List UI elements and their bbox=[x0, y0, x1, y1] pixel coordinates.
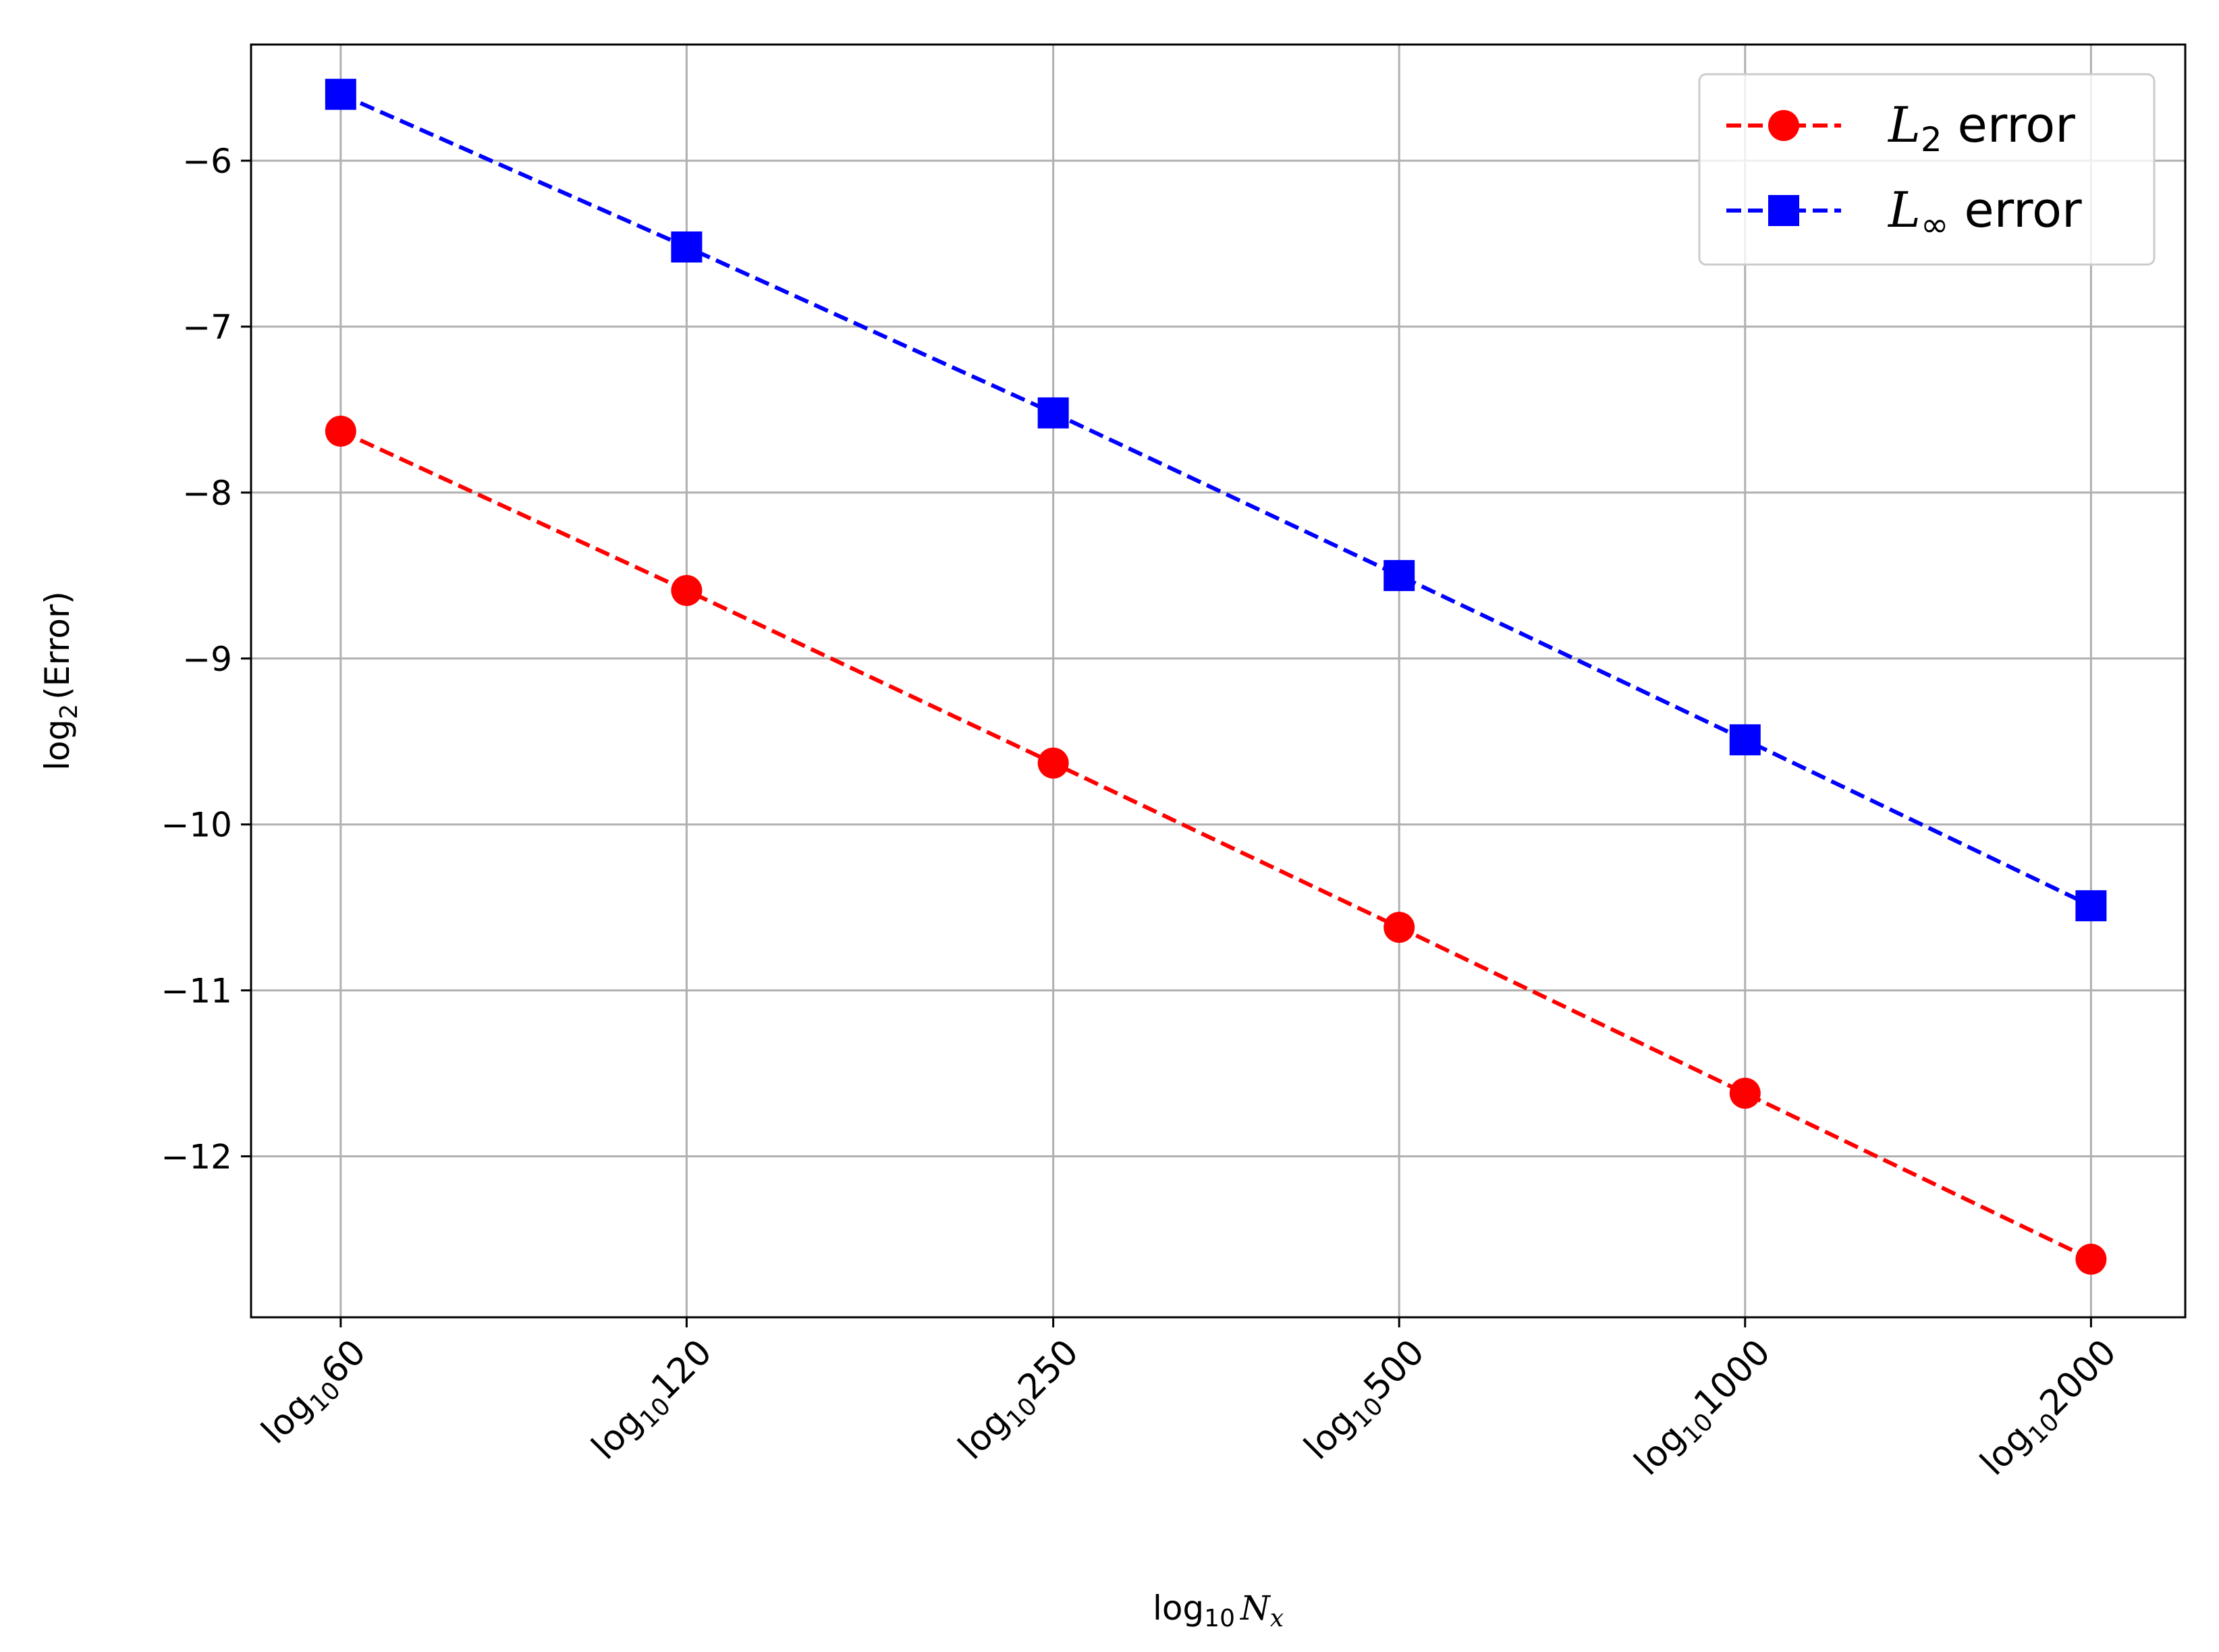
series-group bbox=[325, 78, 2107, 1275]
y-tick-label: −9 bbox=[182, 640, 232, 679]
data-point-l2 bbox=[1037, 747, 1069, 779]
legend-marker-square bbox=[1768, 195, 1799, 226]
x-tick-label: log10120 bbox=[584, 1332, 724, 1472]
data-point-linf bbox=[2075, 890, 2107, 922]
x-tick-label: log1060 bbox=[254, 1332, 377, 1456]
data-point-l2 bbox=[1729, 1078, 1761, 1109]
data-point-l2 bbox=[2075, 1243, 2107, 1275]
data-point-l2 bbox=[671, 574, 703, 606]
x-axis-label: log10 Nx bbox=[1153, 1589, 1284, 1632]
data-point-linf bbox=[1729, 724, 1761, 756]
legend-entry-label: L2 error bbox=[1887, 97, 2075, 159]
legend-marker-circle bbox=[1768, 110, 1799, 141]
y-tick-label: −8 bbox=[182, 474, 232, 513]
series-line-linf bbox=[339, 92, 2092, 908]
x-tick-label: log10250 bbox=[951, 1332, 1091, 1472]
plot-frame bbox=[250, 43, 2187, 1319]
legend: L2 error L∞ error bbox=[1698, 73, 2156, 266]
y-tick-label: −11 bbox=[161, 972, 232, 1011]
data-point-linf bbox=[671, 231, 703, 263]
y-tick-label: −7 bbox=[182, 308, 232, 347]
data-point-linf bbox=[1037, 397, 1069, 429]
y-tick-label: −6 bbox=[182, 142, 232, 181]
series-line-l2 bbox=[339, 429, 2092, 1261]
data-point-linf bbox=[1384, 559, 1415, 591]
x-tick-label: log102000 bbox=[1973, 1332, 2128, 1487]
y-tick-label: −10 bbox=[161, 806, 232, 845]
legend-entry-label: L∞ error bbox=[1887, 182, 2082, 244]
x-tick-label: log10500 bbox=[1296, 1332, 1436, 1472]
data-point-l2 bbox=[1384, 912, 1415, 943]
y-tick-label: −12 bbox=[161, 1137, 232, 1176]
legend-frame bbox=[1698, 73, 2156, 266]
data-point-l2 bbox=[325, 415, 356, 447]
data-point-linf bbox=[325, 78, 356, 110]
x-tick-label: log101000 bbox=[1627, 1332, 1782, 1487]
y-axis-label: log2(Error) bbox=[38, 591, 83, 771]
